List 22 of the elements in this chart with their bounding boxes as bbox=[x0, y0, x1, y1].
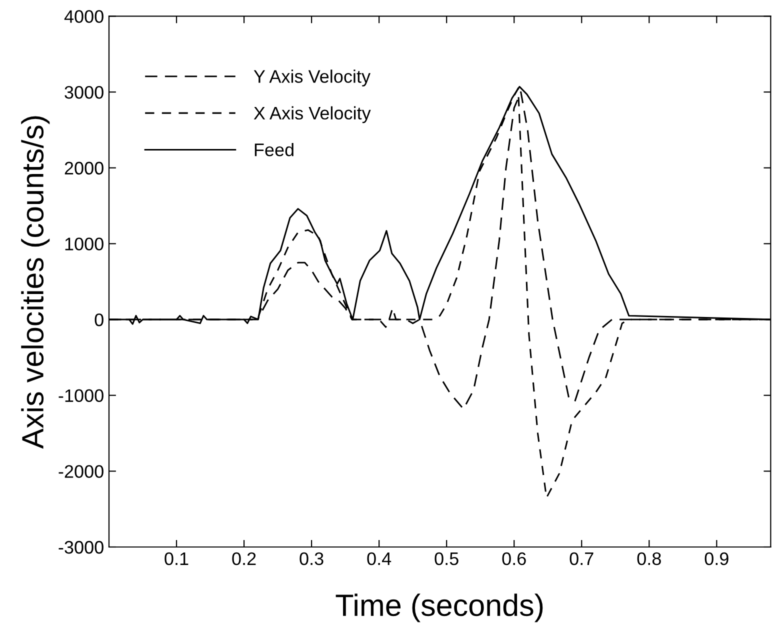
x-tick-label: 0.2 bbox=[232, 552, 256, 566]
x-tick-label: 0.3 bbox=[300, 552, 324, 566]
x-tick-label: 0.1 bbox=[164, 552, 188, 566]
x-tick-label: 0.6 bbox=[502, 552, 526, 566]
y-tick-label: -3000 bbox=[58, 540, 104, 554]
legend-label: X Axis Velocity bbox=[254, 106, 371, 124]
y-tick-label: 3000 bbox=[64, 86, 104, 99]
x-tick-label: 0.8 bbox=[637, 552, 661, 566]
y-tick-label: 4000 bbox=[64, 10, 104, 23]
x-tick-label: 0.5 bbox=[434, 552, 458, 566]
y-tick-label: 2000 bbox=[64, 162, 104, 175]
legend-label: Y Axis Velocity bbox=[254, 70, 370, 86]
x-tick-label: 0.9 bbox=[704, 552, 728, 566]
legend-label: Feed bbox=[254, 142, 294, 156]
y-tick-label: 0 bbox=[94, 313, 104, 326]
y-axis-title: Axis velocities (counts/s) bbox=[21, 116, 50, 449]
x-tick-label: 0.4 bbox=[367, 552, 392, 566]
x-tick-label: 0.7 bbox=[570, 552, 594, 566]
y-tick-label: 1000 bbox=[65, 238, 104, 250]
y-tick-label: -2000 bbox=[58, 465, 104, 478]
x-axis-title: Time (seconds) bbox=[336, 594, 543, 622]
y-tick-label: -1000 bbox=[58, 389, 104, 402]
